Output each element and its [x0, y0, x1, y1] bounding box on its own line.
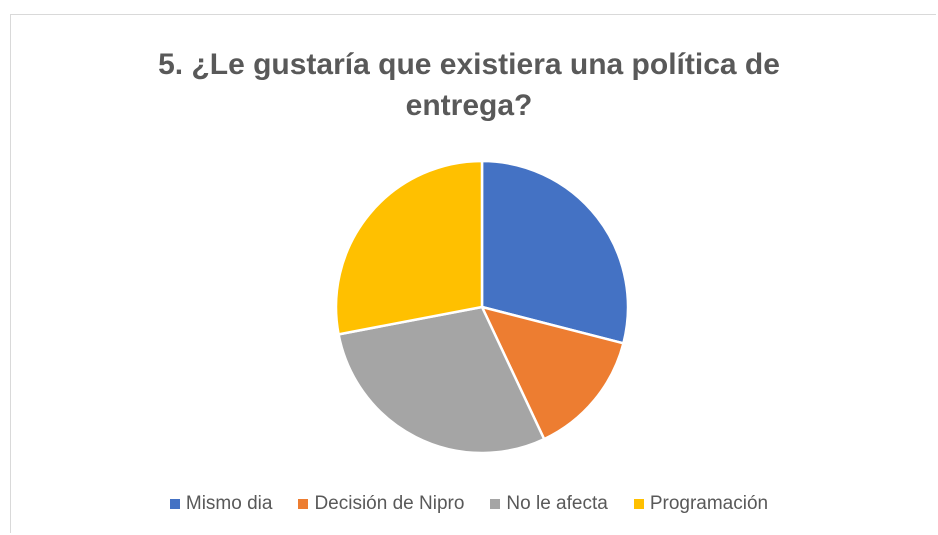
pie-slice-decision-de-nipro	[480, 305, 625, 441]
pie-slice-programacion	[334, 159, 484, 336]
legend-item-decision-de-nipro: Decisión de Nipro	[298, 493, 464, 515]
chart-legend: Mismo dia Decisión de Nipro No le afecta Pr…	[0, 493, 938, 515]
chart-title-line-2: entrega?	[405, 89, 533, 122]
legend-swatch	[169, 499, 180, 509]
legend-swatch	[298, 499, 309, 509]
legend-swatch	[490, 499, 501, 509]
legend-item-no-le-afecta: No le afecta	[490, 493, 608, 515]
chart-title: 5. ¿Le gustaría que existiera una políti…	[0, 44, 938, 126]
pie-slice-mismo-dia	[480, 159, 630, 345]
pie-slice-no-le-afecta	[337, 305, 546, 455]
legend-item-programacion: Programación	[633, 493, 769, 515]
legend-label: Programación	[649, 493, 769, 514]
chart-title-line-1: 5. ¿Le gustaría que existiera una políti…	[158, 48, 780, 81]
legend-label: No le afecta	[506, 493, 608, 514]
legend-swatch	[633, 499, 644, 509]
legend-item-mismo-dia: Mismo dia	[169, 493, 273, 515]
legend-label: Mismo dia	[185, 493, 273, 514]
legend-label: Decisión de Nipro	[314, 493, 465, 514]
